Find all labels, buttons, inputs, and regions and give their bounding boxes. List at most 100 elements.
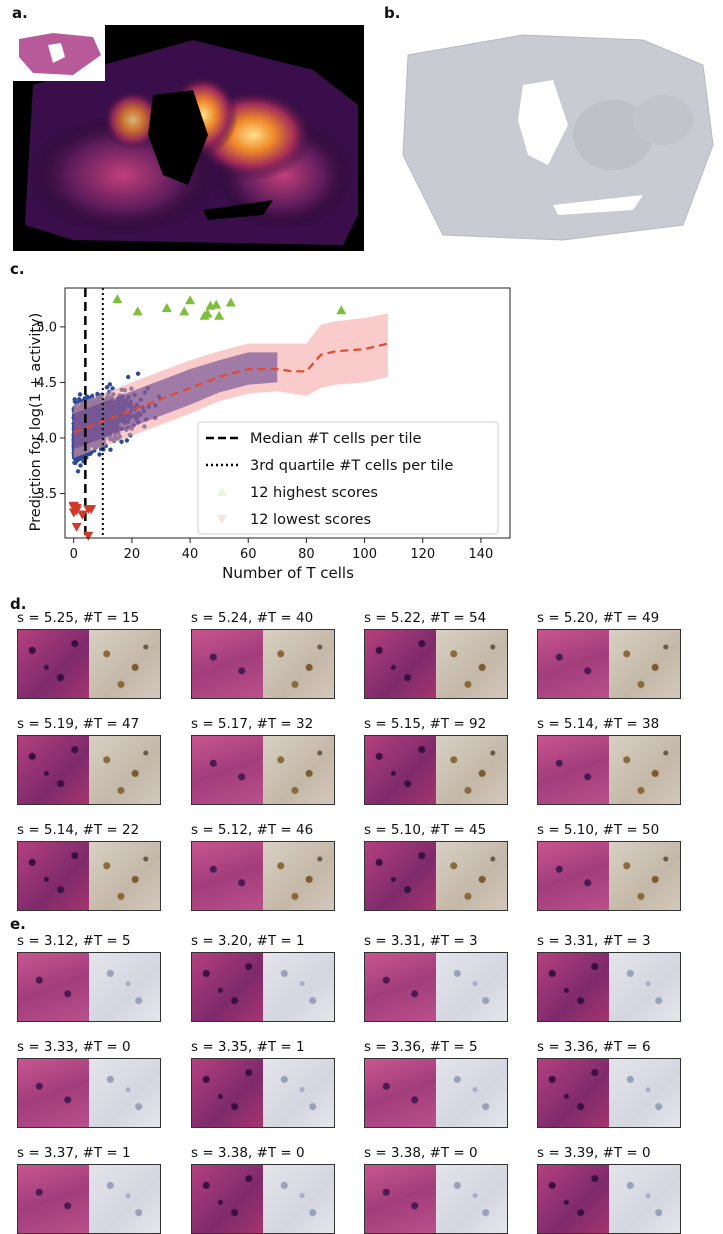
tile-caption: s = 3.20, #T = 1 bbox=[191, 933, 305, 949]
he-stain-tile bbox=[538, 630, 609, 698]
ihc-stain-tile bbox=[436, 1165, 507, 1233]
he-stain-tile bbox=[538, 953, 609, 1021]
activity-heatmap-image bbox=[13, 25, 364, 251]
data-point bbox=[97, 452, 102, 457]
data-point bbox=[107, 382, 113, 387]
tile-caption: s = 3.39, #T = 0 bbox=[537, 1145, 651, 1161]
x-tick-label: 100 bbox=[352, 547, 377, 562]
he-stain-tile bbox=[18, 736, 89, 804]
tile-caption: s = 3.36, #T = 5 bbox=[364, 1039, 478, 1055]
data-point bbox=[104, 385, 110, 390]
data-point bbox=[108, 447, 113, 452]
panel-label-e: e. bbox=[10, 915, 26, 933]
data-point bbox=[82, 396, 87, 401]
he-stain-tile bbox=[538, 842, 609, 910]
tile-image-pair bbox=[17, 1164, 161, 1234]
tile-image-pair bbox=[17, 1058, 161, 1128]
lowest-score-marker bbox=[68, 501, 79, 511]
ihc-stain-tile bbox=[89, 736, 160, 804]
ihc-stain-tile bbox=[436, 736, 507, 804]
x-tick-label: 120 bbox=[410, 547, 435, 562]
highest-score-marker bbox=[211, 299, 222, 309]
he-stain-tile bbox=[192, 1165, 263, 1233]
he-stain-tile bbox=[18, 842, 89, 910]
tile-caption: s = 5.20, #T = 49 bbox=[537, 610, 660, 626]
tile-caption: s = 5.25, #T = 15 bbox=[17, 610, 140, 626]
tile-caption: s = 5.10, #T = 45 bbox=[364, 822, 487, 838]
tile-image-pair bbox=[191, 735, 335, 805]
lowest-score-marker bbox=[71, 522, 82, 532]
tile-image-pair bbox=[364, 1164, 508, 1234]
legend-label: 12 highest scores bbox=[250, 485, 378, 501]
tile-image-pair bbox=[17, 952, 161, 1022]
legend-label: 3rd quartile #T cells per tile bbox=[250, 458, 453, 474]
ihc-stain-tile bbox=[609, 1059, 680, 1127]
highest-score-marker bbox=[185, 295, 196, 305]
tile-caption: s = 3.31, #T = 3 bbox=[537, 933, 651, 949]
tile-image-pair bbox=[537, 629, 681, 699]
highest-score-marker bbox=[112, 294, 123, 304]
ihc-stain-tile bbox=[89, 953, 160, 1021]
tile-image-pair bbox=[364, 629, 508, 699]
panel-label-d: d. bbox=[10, 595, 27, 613]
tile-image-pair bbox=[537, 952, 681, 1022]
he-stain-tile bbox=[538, 1059, 609, 1127]
data-point bbox=[119, 439, 124, 444]
data-point bbox=[126, 374, 131, 380]
legend-label: Median #T cells per tile bbox=[250, 431, 422, 447]
tile-image-pair bbox=[17, 841, 161, 911]
tile-caption: s = 3.38, #T = 0 bbox=[364, 1145, 478, 1161]
data-point bbox=[75, 469, 81, 474]
tile-caption: s = 3.36, #T = 6 bbox=[537, 1039, 651, 1055]
ihc-stain-tile bbox=[263, 953, 334, 1021]
he-stain-tile bbox=[192, 630, 263, 698]
tile-caption: s = 3.38, #T = 0 bbox=[191, 1145, 305, 1161]
highest-score-marker bbox=[199, 310, 210, 320]
x-tick-label: 0 bbox=[70, 547, 78, 562]
y-tick-label: 3.5 bbox=[36, 487, 57, 502]
panel-label-b: b. bbox=[384, 4, 401, 22]
tile-image-pair bbox=[537, 1164, 681, 1234]
highest-score-marker bbox=[214, 310, 225, 320]
ihc-stain-tile bbox=[609, 842, 680, 910]
ihc-stain-tile bbox=[89, 842, 160, 910]
he-stain-tile bbox=[365, 1059, 436, 1127]
he-stain-tile bbox=[538, 1165, 609, 1233]
confidence-band-inner bbox=[73, 352, 278, 450]
ihc-stain-tile bbox=[436, 1059, 507, 1127]
x-tick-label: 140 bbox=[469, 547, 494, 562]
tile-caption: s = 3.31, #T = 3 bbox=[364, 933, 478, 949]
he-stain-tile bbox=[365, 736, 436, 804]
tile-caption: s = 5.24, #T = 40 bbox=[191, 610, 314, 626]
highest-score-marker bbox=[205, 300, 216, 310]
tile-caption: s = 5.10, #T = 50 bbox=[537, 822, 660, 838]
y-tick-label: 4.5 bbox=[36, 376, 57, 391]
highest-score-marker bbox=[161, 303, 172, 312]
tile-image-pair bbox=[191, 841, 335, 911]
he-stain-tile bbox=[365, 842, 436, 910]
highest-score-marker bbox=[225, 297, 236, 307]
ihc-stain-tile bbox=[609, 953, 680, 1021]
tile-image-pair bbox=[17, 735, 161, 805]
y-axis-label: Prediction for log(1 + activity) bbox=[28, 313, 44, 532]
he-stain-tile bbox=[365, 630, 436, 698]
ihc-stain-tile bbox=[263, 736, 334, 804]
tile-image-pair bbox=[191, 952, 335, 1022]
ihc-stain-tile bbox=[89, 1059, 160, 1127]
tile-caption: s = 5.14, #T = 38 bbox=[537, 716, 660, 732]
ihc-stain-tile bbox=[609, 1165, 680, 1233]
data-point bbox=[72, 397, 77, 402]
ihc-slide-image bbox=[383, 25, 723, 251]
tile-image-pair bbox=[537, 1058, 681, 1128]
tile-image-pair bbox=[537, 841, 681, 911]
panel-label-c: c. bbox=[10, 260, 25, 278]
y-tick-label: 4.0 bbox=[36, 432, 57, 447]
plot-frame bbox=[64, 287, 511, 539]
he-stain-tile bbox=[18, 1059, 89, 1127]
he-stain-tile bbox=[192, 842, 263, 910]
tile-image-pair bbox=[364, 735, 508, 805]
he-stain-tile bbox=[365, 1165, 436, 1233]
tile-image-pair bbox=[191, 1058, 335, 1128]
data-point bbox=[135, 371, 141, 376]
panel-label-a: a. bbox=[12, 4, 28, 22]
